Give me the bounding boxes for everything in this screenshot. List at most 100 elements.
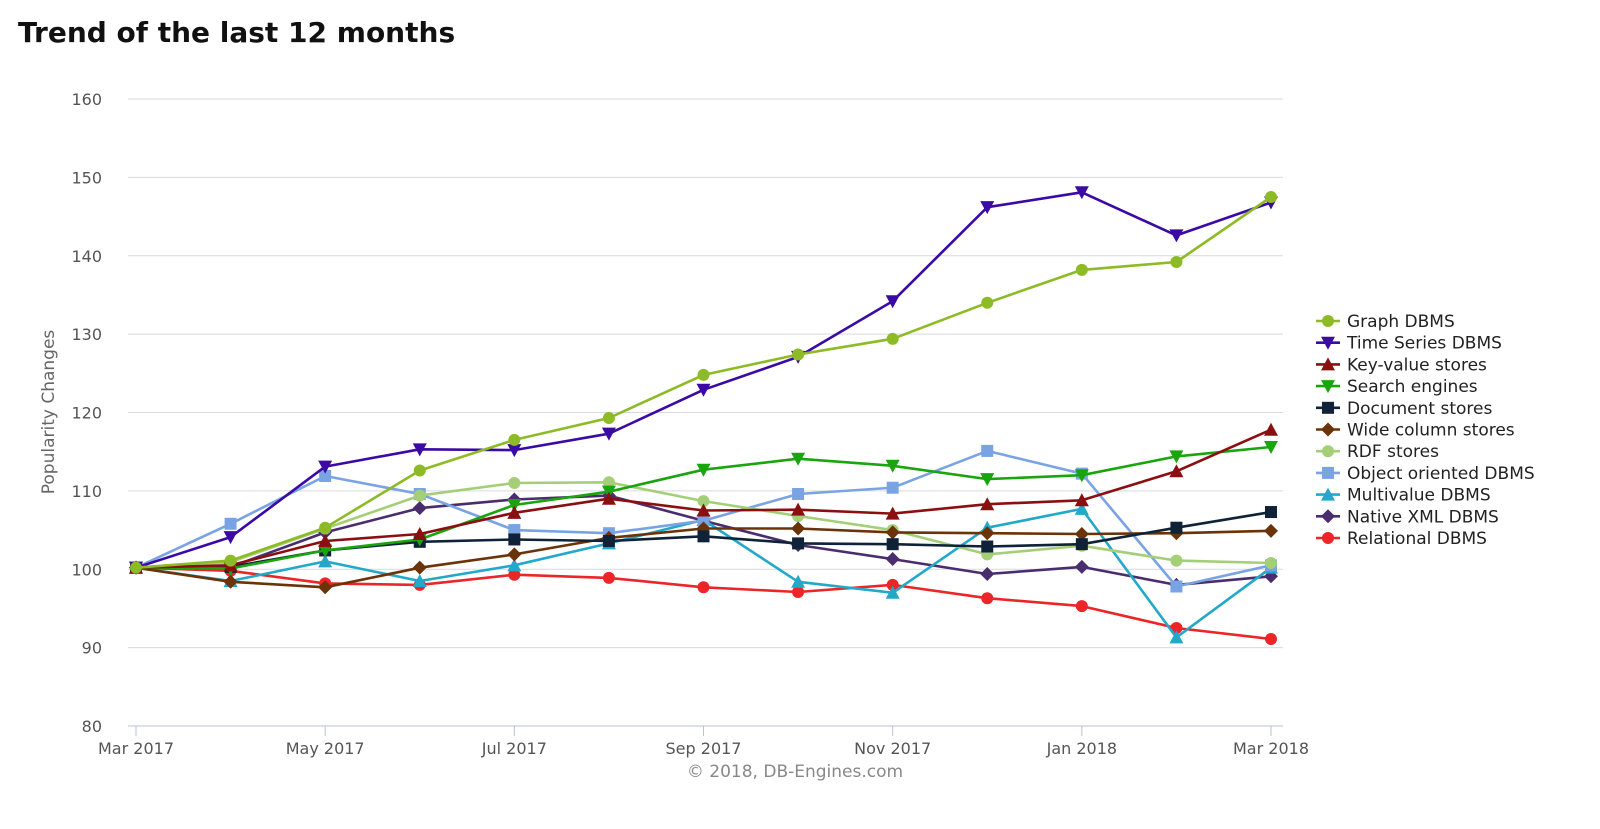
data-point-key-value-stores — [696, 503, 711, 517]
data-point-key-value-stores — [412, 526, 427, 540]
data-point-document-stores — [1265, 506, 1277, 519]
data-point-time-series-dbms — [885, 295, 900, 309]
data-point-time-series-dbms — [1169, 229, 1184, 243]
legend-label: Multivalue DBMS — [1347, 486, 1491, 506]
series-line-relational-dbms — [135, 566, 1272, 641]
data-point-native-xml-dbms — [1074, 559, 1089, 574]
x-tick-label: Jan 2018 — [1046, 739, 1117, 758]
data-point-object-oriented-dbms — [981, 444, 994, 457]
data-point-key-value-stores — [1074, 493, 1089, 507]
legend-label: Search engines — [1347, 377, 1478, 397]
data-point-relational-dbms — [508, 568, 521, 581]
data-point-key-value-stores — [791, 502, 806, 516]
data-point-rdf-stores — [413, 489, 426, 502]
data-point-wide-column-stores — [1264, 523, 1278, 538]
data-point-native-xml-dbms — [980, 566, 995, 581]
data-point-graph-dbms — [508, 433, 521, 446]
data-point-document-stores — [981, 540, 994, 553]
legend-marker — [1321, 487, 1335, 501]
data-point-wide-column-stores — [223, 574, 238, 589]
y-tick-label: 160 — [71, 90, 102, 109]
data-point-key-value-stores — [1169, 464, 1184, 478]
legend-marker — [1322, 466, 1334, 479]
data-point-search-engines — [318, 544, 333, 558]
data-point-multivalue-dbms — [412, 574, 427, 588]
data-point-search-engines — [696, 463, 711, 477]
legend-marker — [1322, 315, 1334, 327]
data-point-rdf-stores — [1170, 554, 1183, 567]
data-point-document-stores — [602, 535, 615, 548]
x-tick-label: Mar 2017 — [98, 739, 174, 758]
data-point-object-oriented-dbms — [1170, 580, 1183, 593]
legend-label: Document stores — [1347, 399, 1492, 419]
data-point-rdf-stores — [602, 476, 615, 489]
data-point-rdf-stores — [1265, 556, 1277, 569]
data-point-graph-dbms — [130, 561, 142, 574]
data-point-graph-dbms — [981, 296, 994, 309]
y-axis-title: Popularity Changes — [39, 330, 59, 495]
data-point-search-engines — [791, 452, 806, 466]
chart-title: Trend of the last 12 months — [18, 16, 456, 49]
data-point-relational-dbms — [886, 578, 899, 591]
data-point-document-stores — [1075, 538, 1088, 551]
data-point-search-engines — [980, 473, 995, 487]
legend-item-relational-dbms: Relational DBMS — [1316, 529, 1487, 549]
data-point-wide-column-stores — [980, 526, 995, 541]
data-point-search-engines — [507, 498, 522, 512]
data-point-graph-dbms — [413, 464, 426, 477]
x-tick-label: Nov 2017 — [854, 739, 931, 758]
legend-label: Relational DBMS — [1347, 529, 1487, 549]
legend-item-key-value-stores: Key-value stores — [1316, 355, 1487, 375]
legend-marker — [1321, 336, 1335, 350]
legend-item-document-stores: Document stores — [1316, 399, 1492, 419]
x-tick-label: May 2017 — [286, 739, 365, 758]
data-point-time-series-dbms — [318, 460, 333, 474]
legend-label: Wide column stores — [1347, 421, 1515, 441]
x-tick-label: Jul 2017 — [481, 739, 547, 758]
data-point-time-series-dbms — [507, 444, 522, 458]
series-relational-dbms — [130, 561, 1277, 646]
legend-item-multivalue-dbms: Multivalue DBMS — [1316, 486, 1491, 506]
y-tick-label: 150 — [71, 168, 102, 187]
data-point-object-oriented-dbms — [697, 514, 710, 527]
data-point-document-stores — [792, 537, 805, 550]
legend-marker — [1321, 380, 1335, 394]
data-point-document-stores — [508, 533, 521, 546]
data-point-rdf-stores — [508, 477, 521, 490]
data-point-graph-dbms — [1265, 190, 1277, 203]
y-tick-label: 90 — [82, 639, 102, 658]
y-tick-label: 80 — [82, 717, 102, 736]
data-point-search-engines — [1264, 440, 1278, 454]
data-point-wide-column-stores — [1074, 526, 1089, 541]
data-point-multivalue-dbms — [1074, 501, 1089, 515]
data-point-wide-column-stores — [791, 521, 806, 536]
data-point-key-value-stores — [601, 491, 616, 505]
data-point-rdf-stores — [697, 495, 710, 508]
legend-marker — [1321, 357, 1335, 371]
legend-item-native-xml-dbms: Native XML DBMS — [1316, 507, 1499, 527]
data-point-document-stores — [697, 530, 710, 543]
data-point-graph-dbms — [1075, 263, 1088, 276]
y-tick-label: 120 — [71, 404, 102, 423]
data-point-key-value-stores — [1264, 422, 1278, 436]
data-point-time-series-dbms — [601, 427, 616, 441]
data-point-time-series-dbms — [696, 383, 711, 397]
x-tick-label: Sep 2017 — [666, 739, 742, 758]
data-point-graph-dbms — [792, 348, 805, 361]
legend-label: RDF stores — [1347, 442, 1439, 462]
data-point-search-engines — [1169, 450, 1184, 464]
data-point-object-oriented-dbms — [224, 517, 237, 530]
series-graph-dbms — [130, 190, 1277, 574]
legend-item-rdf-stores: RDF stores — [1316, 442, 1439, 462]
data-point-wide-column-stores — [507, 547, 522, 562]
credit-text: © 2018, DB-Engines.com — [687, 762, 903, 782]
data-point-search-engines — [1074, 469, 1089, 483]
data-point-relational-dbms — [1075, 600, 1088, 613]
data-point-key-value-stores — [885, 506, 900, 520]
data-point-wide-column-stores — [412, 560, 427, 575]
data-point-key-value-stores — [980, 497, 995, 511]
data-point-multivalue-dbms — [1169, 630, 1184, 644]
legend-label: Graph DBMS — [1347, 312, 1455, 332]
